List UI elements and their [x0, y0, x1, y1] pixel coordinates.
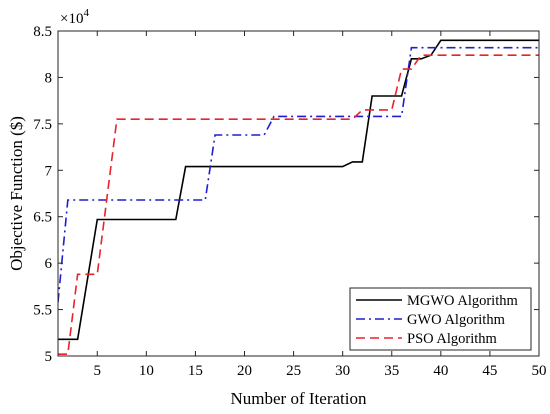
y-tick-label: 8	[45, 70, 53, 86]
y-tick-label: 6.5	[33, 210, 52, 226]
legend-label: PSO Algorithm	[407, 331, 498, 347]
y-tick-label: 5	[45, 349, 53, 365]
x-tick-label: 5	[94, 363, 102, 379]
x-axis-title: Number of Iteration	[231, 389, 367, 408]
x-tick-label: 35	[384, 363, 399, 379]
y-tick-label: 7	[45, 163, 53, 179]
y-exponent-label: ×104	[60, 7, 89, 27]
plot-area	[58, 39, 539, 355]
y-tick-label: 5.5	[33, 303, 52, 319]
x-tick-label: 10	[139, 363, 154, 379]
y-axis-title: Objective Function ($)	[7, 116, 26, 271]
y-tick-label: 6	[45, 256, 53, 272]
legend-label: MGWO Algorithm	[407, 293, 518, 309]
legend-label: GWO Algorithm	[407, 312, 506, 328]
y-tick-label: 7.5	[33, 117, 52, 133]
series-line-mgwo-algorithm	[58, 39, 539, 341]
x-tick-label: 30	[335, 363, 350, 379]
y-tick-label: 8.5	[33, 24, 52, 40]
x-tick-label: 40	[433, 363, 448, 379]
axes: 5 10 15 20 25 30 35 40 45 50 5 5.5 6 6.5 7 7.5 8 8.5 ×104 N…	[7, 7, 547, 408]
axes-box	[57, 30, 540, 357]
x-tick-label: 15	[188, 363, 203, 379]
legend: MGWO Algorithm GWO Algorithm PSO Algorithm	[349, 287, 532, 351]
x-tick-label: 20	[237, 363, 252, 379]
series-line-gwo-algorithm	[58, 46, 539, 303]
x-tick-label: 45	[482, 363, 497, 379]
x-tick-label: 50	[532, 363, 547, 379]
series-line-pso-algorithm	[58, 54, 539, 355]
x-tick-label: 25	[286, 363, 301, 379]
